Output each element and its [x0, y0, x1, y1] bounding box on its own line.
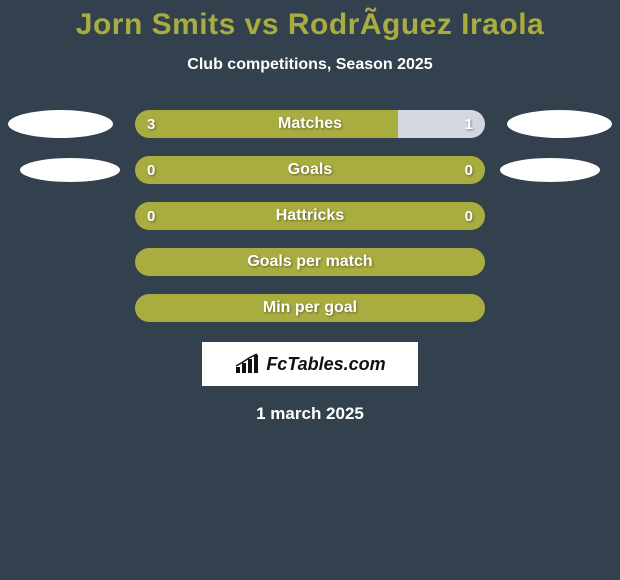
player-marker-right: [507, 110, 612, 138]
page-title: Jorn Smits vs RodrÃ­guez Iraola: [0, 0, 620, 42]
date-label: 1 march 2025: [0, 404, 620, 424]
stat-bar: 00Hattricks: [135, 202, 485, 230]
stat-label: Hattricks: [135, 202, 485, 230]
stat-bar: Goals per match: [135, 248, 485, 276]
stat-row: 00Hattricks: [0, 202, 620, 230]
stat-bar: 00Goals: [135, 156, 485, 184]
player-marker-left: [8, 110, 113, 138]
stat-label: Matches: [135, 110, 485, 138]
player-marker-right: [500, 158, 600, 182]
subtitle: Club competitions, Season 2025: [0, 56, 620, 74]
bar-chart-icon: [234, 353, 260, 375]
stats-rows: 31Matches 00Goals 00Hattricks Goals per mat…: [0, 110, 620, 322]
player-marker-left: [20, 158, 120, 182]
stat-row: 00Goals: [0, 156, 620, 184]
stat-row: Goals per match: [0, 248, 620, 276]
stat-row: 31Matches: [0, 110, 620, 138]
stat-label: Goals per match: [135, 248, 485, 276]
logo-box: FcTables.com: [202, 342, 418, 386]
stat-row: Min per goal: [0, 294, 620, 322]
stat-bar: 31Matches: [135, 110, 485, 138]
stat-bar: Min per goal: [135, 294, 485, 322]
stat-label: Goals: [135, 156, 485, 184]
stat-label: Min per goal: [135, 294, 485, 322]
logo-text: FcTables.com: [266, 354, 385, 375]
